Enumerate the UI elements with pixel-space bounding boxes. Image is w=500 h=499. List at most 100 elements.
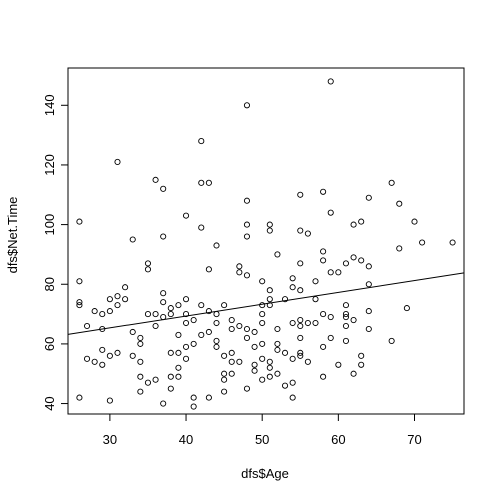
- data-point: [129, 328, 136, 336]
- data-point: [182, 319, 190, 327]
- data-point: [419, 239, 426, 246]
- data-point: [160, 290, 167, 297]
- data-point: [411, 218, 418, 225]
- y-tick-label: 60: [42, 337, 57, 351]
- data-point: [198, 179, 205, 186]
- data-point: [274, 370, 281, 377]
- data-point: [228, 316, 235, 324]
- data-point: [289, 275, 296, 282]
- data-point: [243, 272, 251, 279]
- data-point: [396, 200, 403, 207]
- data-point: [160, 400, 167, 407]
- data-point: [266, 287, 273, 294]
- data-point: [365, 308, 372, 315]
- data-point: [297, 349, 304, 356]
- data-point: [312, 296, 319, 303]
- x-tick-label: 70: [407, 432, 421, 447]
- data-point: [449, 239, 456, 246]
- data-point: [243, 233, 251, 240]
- data-point: [297, 334, 304, 341]
- data-point: [320, 343, 327, 350]
- data-point: [350, 316, 357, 324]
- data-point: [259, 376, 266, 383]
- data-point: [365, 281, 372, 288]
- y-tick-label: 140: [42, 94, 57, 116]
- data-point: [137, 358, 144, 365]
- data-point: [342, 322, 350, 330]
- data-point: [114, 302, 121, 309]
- data-point: [350, 254, 357, 261]
- data-point: [320, 248, 327, 255]
- data-point: [213, 319, 220, 327]
- data-point: [106, 352, 113, 359]
- data-point: [320, 311, 327, 318]
- x-tick-label: 30: [103, 432, 117, 447]
- data-point: [266, 364, 273, 371]
- data-point: [167, 349, 174, 356]
- data-point: [91, 308, 98, 315]
- regression-line: [67, 272, 465, 335]
- data-point: [274, 325, 281, 333]
- data-point: [137, 373, 144, 380]
- data-point: [152, 322, 159, 330]
- data-point: [175, 302, 182, 309]
- data-point: [365, 325, 372, 333]
- data-point: [266, 227, 273, 234]
- data-point: [221, 376, 228, 383]
- data-point: [221, 302, 228, 309]
- data-point: [99, 346, 106, 353]
- data-point: [396, 245, 403, 252]
- y-tick-label: 120: [42, 154, 57, 176]
- data-point: [259, 311, 266, 318]
- x-tick-label: 50: [255, 432, 269, 447]
- x-tick-label: 40: [179, 432, 193, 447]
- data-point: [213, 337, 220, 344]
- data-point: [175, 373, 182, 380]
- data-point: [205, 266, 212, 273]
- data-point: [160, 185, 167, 192]
- data-point: [129, 236, 136, 243]
- data-point: [129, 352, 136, 359]
- data-point: [175, 364, 182, 371]
- data-point: [243, 325, 251, 333]
- data-point: [205, 328, 212, 336]
- data-point: [221, 388, 228, 395]
- data-point: [182, 296, 190, 303]
- y-axis-label: dfs$Net.Time: [5, 197, 20, 274]
- data-point: [259, 319, 266, 327]
- data-point: [342, 260, 350, 267]
- x-tick-label: 60: [331, 432, 345, 447]
- data-point: [175, 331, 182, 339]
- data-point: [198, 138, 205, 145]
- y-tick-label: 40: [42, 396, 57, 410]
- data-point: [350, 370, 357, 377]
- data-point: [365, 194, 372, 201]
- data-point: [221, 370, 228, 377]
- data-point: [99, 361, 106, 368]
- data-point: [144, 260, 152, 267]
- data-point: [266, 358, 273, 365]
- data-point: [152, 176, 159, 183]
- data-point: [144, 311, 152, 318]
- data-point: [190, 316, 197, 324]
- data-point: [182, 212, 190, 219]
- data-point: [259, 340, 266, 347]
- data-point: [358, 352, 365, 359]
- data-point: [76, 299, 83, 306]
- data-point: [83, 355, 91, 362]
- data-point: [106, 308, 113, 315]
- data-point: [312, 319, 319, 327]
- data-point: [190, 403, 197, 410]
- data-point: [342, 302, 350, 309]
- data-point: [289, 284, 296, 291]
- data-point: [76, 278, 83, 285]
- data-point: [122, 284, 129, 291]
- data-point: [213, 343, 220, 350]
- data-point: [236, 322, 243, 330]
- data-point: [160, 299, 167, 306]
- data-point: [403, 305, 410, 312]
- data-point: [182, 343, 190, 350]
- data-point: [327, 334, 334, 341]
- data-point: [342, 337, 350, 344]
- data-point: [342, 314, 350, 321]
